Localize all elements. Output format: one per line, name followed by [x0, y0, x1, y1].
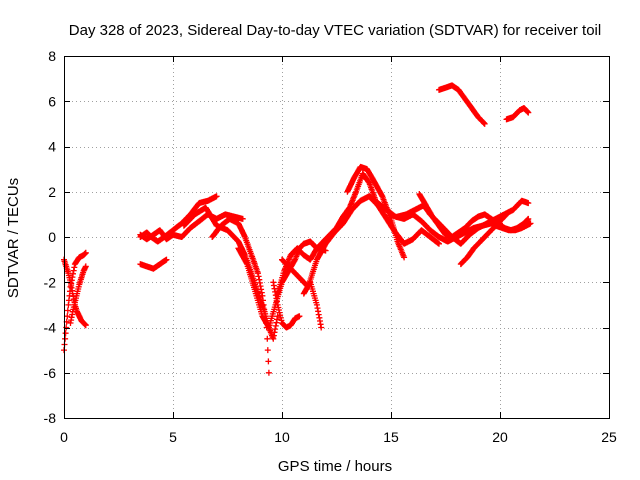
data-points — [209, 215, 272, 376]
y-tick-label: -8 — [44, 410, 57, 426]
x-tick-label: 25 — [601, 429, 617, 445]
y-tick-label: 8 — [48, 48, 56, 64]
data-points — [67, 263, 89, 326]
x-axis-label: GPS time / hours — [278, 458, 392, 475]
x-tick-label: 20 — [492, 429, 508, 445]
grid-layer — [64, 56, 609, 418]
series-s14 — [344, 163, 408, 261]
y-tick-label: 0 — [48, 229, 56, 245]
series-s20 — [503, 105, 532, 123]
data-points — [366, 193, 442, 247]
series-s6 — [137, 256, 170, 272]
series-s8 — [209, 215, 272, 376]
y-tick-label: 2 — [48, 184, 56, 200]
y-tick-label: -2 — [44, 274, 57, 290]
data-points — [492, 220, 534, 234]
x-tick-label: 15 — [383, 429, 399, 445]
y-tick-label: -6 — [44, 365, 57, 381]
y-tick-label: -4 — [44, 320, 57, 336]
series-s19 — [436, 82, 488, 127]
chart-title: Day 328 of 2023, Sidereal Day-to-day VTE… — [69, 22, 601, 39]
y-tick-label: 4 — [48, 139, 56, 155]
series-s15 — [366, 193, 442, 247]
x-tick-label: 5 — [169, 429, 177, 445]
y-axis-label: SDTVAR / TECUs — [5, 178, 22, 298]
series-s10 — [270, 279, 303, 331]
data-points — [270, 279, 303, 331]
series-s13 — [300, 279, 325, 331]
data-points — [344, 163, 408, 261]
data-points — [137, 256, 170, 272]
series-s21 — [492, 220, 534, 234]
data-points — [503, 105, 532, 123]
data-points — [436, 82, 488, 127]
data-points — [300, 279, 325, 331]
x-tick-label: 10 — [274, 429, 290, 445]
tick-label-layer: 0 5 10 15 20 25 -8 -6 -4 -2 0 2 4 6 8 — [44, 48, 617, 445]
x-tick-label: 0 — [60, 429, 68, 445]
y-tick-label: 6 — [48, 93, 56, 109]
tick-layer — [64, 56, 610, 419]
series-s3 — [67, 263, 89, 326]
